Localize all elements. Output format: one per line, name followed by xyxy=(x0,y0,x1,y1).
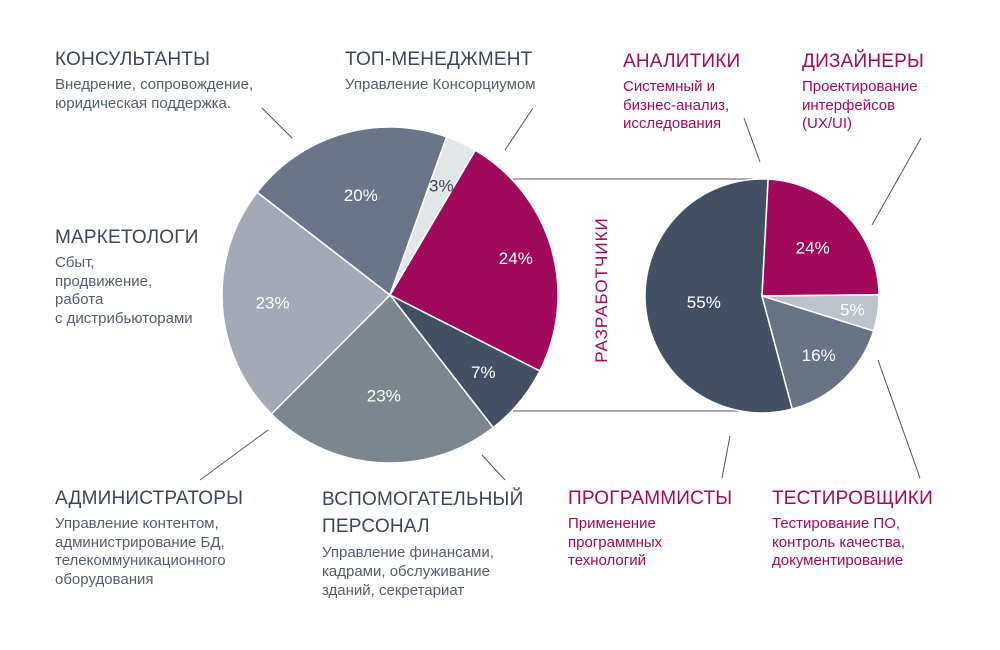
pie-label-marketers: 23% xyxy=(256,294,290,313)
pie-label-top_management: 3% xyxy=(429,177,454,196)
pie-label-support_staff: 7% xyxy=(471,363,496,382)
pie-label-analysts: 24% xyxy=(796,238,830,257)
support-staff-desc: Управление финансами, кадрами, обслужива… xyxy=(322,544,494,599)
programmers-desc: Применение программных технологий xyxy=(568,514,663,570)
developers-pie: 55% 24% 5% 16% xyxy=(644,178,880,414)
label-consultants: КОНСУЛЬТАНТЫ Внедрение, сопровождение, ю… xyxy=(55,48,253,113)
marketers-desc: Сбыт, продвижение, работа с дистрибьютор… xyxy=(55,253,193,327)
pie-label-consultants: 20% xyxy=(344,186,378,205)
pie-slice-testers xyxy=(760,294,875,410)
top-management-desc: Управление Консорциумом xyxy=(345,75,536,93)
label-programmers: ПРОГРАММИСТЫ Применение программных техн… xyxy=(568,487,732,571)
callout-administrators xyxy=(199,429,269,481)
consultants-desc: Внедрение, сопровождение, юридическая по… xyxy=(55,75,254,112)
label-support-staff: ВСПОМОГАТЕЛЬНЫЙ ПЕРСОНАЛ Управление фина… xyxy=(322,487,523,600)
label-top-management: ТОП-МЕНЕДЖМЕНТ Управление Консорциумом xyxy=(345,48,536,95)
callout-analysts xyxy=(743,117,761,163)
marketers-title: МАРКЕТОЛОГИ xyxy=(55,227,199,248)
pie-slice-consultants xyxy=(256,126,448,297)
callout-programmers xyxy=(721,435,731,479)
callout-testers xyxy=(877,359,921,479)
callout-support-staff xyxy=(481,454,506,481)
designers-desc: Проектирование интерфейсов (UX/UI) xyxy=(802,77,918,133)
label-marketers: МАРКЕТОЛОГИ Сбыт, продвижение, работа с … xyxy=(55,226,199,329)
designers-title: ДИЗАЙНЕРЫ xyxy=(802,51,925,72)
callout-consultants xyxy=(261,107,293,139)
label-administrators: АДМИНИСТРАТОРЫ Управление контентом, адм… xyxy=(55,487,243,590)
label-designers: ДИЗАЙНЕРЫ Проектирование интерфейсов (UX… xyxy=(802,50,924,134)
support-staff-title: ВСПОМОГАТЕЛЬНЫЙ ПЕРСОНАЛ xyxy=(322,489,524,537)
connector-lines xyxy=(199,107,922,481)
pie-label-testers: 16% xyxy=(802,346,836,365)
testers-desc: Тестирование ПО, контроль качества, доку… xyxy=(772,514,906,570)
pie-label-administrators: 23% xyxy=(367,387,401,406)
pie-label-programmers: 55% xyxy=(687,293,721,312)
label-analysts: АНАЛИТИКИ Системный и бизнес-анализ, исс… xyxy=(623,50,740,134)
administrators-title: АДМИНИСТРАТОРЫ xyxy=(55,488,244,509)
callout-top-management xyxy=(504,107,534,151)
programmers-title: ПРОГРАММИСТЫ xyxy=(568,488,733,509)
pie-slice-marketers xyxy=(221,191,392,416)
pie-slice-programmers xyxy=(644,178,794,414)
analysts-desc: Системный и бизнес-анализ, исследования xyxy=(623,77,730,133)
pie-slice-analysts xyxy=(761,178,880,297)
consultants-title: КОНСУЛЬТАНТЫ xyxy=(55,49,211,70)
pie-label-designers: 5% xyxy=(840,300,865,319)
testers-title: ТЕСТИРОВЩИКИ xyxy=(772,488,933,509)
main-pie: 24% 7% 23% 23% 20% 3% xyxy=(221,126,559,464)
analysts-title: АНАЛИТИКИ xyxy=(623,51,741,72)
pie-slice-administrators xyxy=(270,293,495,464)
top-management-title: ТОП-МЕНЕДЖМЕНТ xyxy=(345,49,533,70)
pie-label-developers: 24% xyxy=(499,249,533,268)
pie-slice-top_management xyxy=(389,135,477,296)
administrators-desc: Управление контентом, администрирование … xyxy=(55,514,226,588)
callout-designers xyxy=(871,137,922,226)
label-testers: ТЕСТИРОВЩИКИ Тестирование ПО, контроль к… xyxy=(772,487,933,571)
developers-vertical-label: РАЗРАБОТЧИКИ xyxy=(592,217,611,363)
